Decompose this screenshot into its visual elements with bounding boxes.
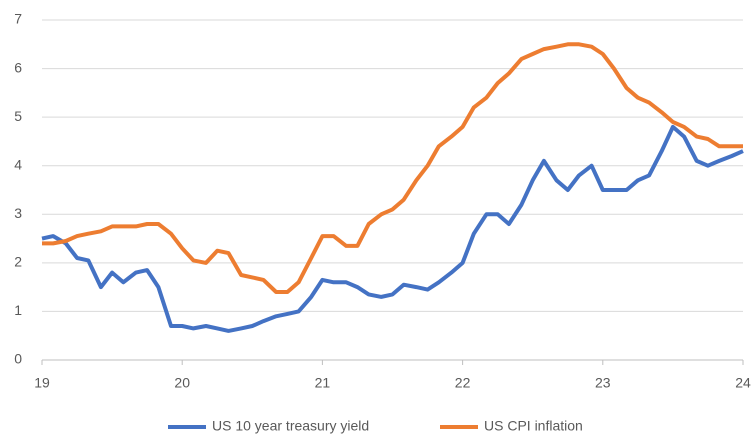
y-tick-label: 3	[14, 205, 22, 221]
y-tick-label: 6	[14, 59, 22, 75]
y-tick-label: 4	[14, 156, 22, 172]
x-tick-label: 21	[315, 375, 331, 391]
y-tick-label: 0	[14, 351, 22, 367]
y-tick-label: 1	[14, 302, 22, 318]
series-line	[41, 124, 744, 333]
x-tick-label: 20	[174, 375, 190, 391]
legend-label: US CPI inflation	[484, 418, 583, 434]
y-tick-label: 2	[14, 254, 22, 270]
x-tick-label: 22	[455, 375, 471, 391]
x-tick-label: 23	[595, 375, 611, 391]
series-line	[42, 42, 743, 294]
legend-label: US 10 year treasury yield	[212, 418, 369, 434]
y-tick-label: 5	[14, 108, 22, 124]
x-tick-label: 24	[735, 375, 751, 391]
y-tick-label: 7	[14, 11, 22, 27]
x-tick-label: 19	[34, 375, 50, 391]
